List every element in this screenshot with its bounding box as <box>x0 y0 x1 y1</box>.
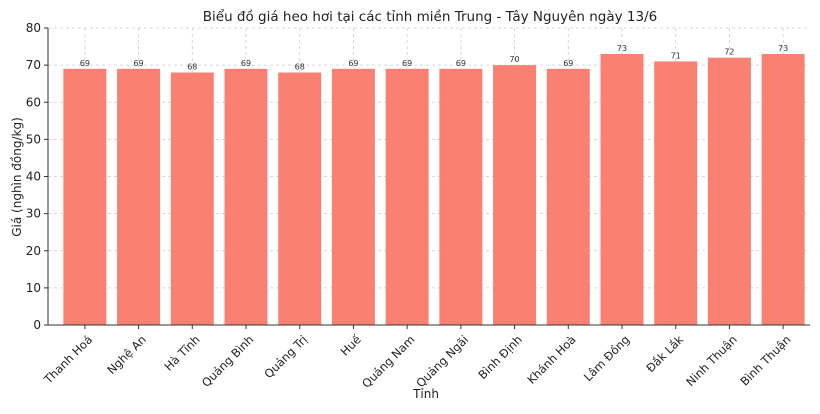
x-tick-label: Quảng Bình <box>199 332 256 389</box>
y-ticks-layer: 0 10 20 30 40 50 60 70 80 <box>26 21 48 332</box>
data-label: 69 <box>241 59 251 68</box>
data-label: 69 <box>456 59 466 68</box>
data-label: 70 <box>509 55 519 64</box>
data-label: 69 <box>133 59 143 68</box>
bar <box>600 53 644 326</box>
y-tick-label: 10 <box>26 281 41 295</box>
y-axis-label: Giá (nghìn đồng/kg) <box>10 117 24 237</box>
x-tick-label: Khánh Hoà <box>524 332 578 386</box>
x-tick-label: Hà Tĩnh <box>162 332 203 373</box>
y-tick-label: 60 <box>26 95 41 109</box>
bar <box>493 65 537 325</box>
bar <box>546 68 590 326</box>
x-tick-label: Bình Thuận <box>737 332 793 388</box>
x-tick-label: Ninh Thuận <box>683 332 740 389</box>
x-tick-label: Lâm Đồng <box>581 332 633 384</box>
x-axis-label: Tỉnh <box>412 387 439 401</box>
bar <box>707 57 751 325</box>
bar <box>439 68 483 326</box>
data-label: 72 <box>724 48 734 57</box>
x-tick-label: Bình Định <box>475 332 525 382</box>
y-tick-label: 70 <box>26 58 41 72</box>
y-tick-label: 0 <box>33 318 41 332</box>
bar <box>385 68 429 326</box>
data-label: 68 <box>295 63 305 72</box>
data-label: 69 <box>80 59 90 68</box>
data-label: 68 <box>187 63 197 72</box>
bar <box>170 72 214 325</box>
bar <box>63 68 107 326</box>
y-tick-label: 80 <box>26 21 41 35</box>
y-tick-label: 30 <box>26 207 41 221</box>
data-label: 69 <box>563 59 573 68</box>
data-label: 73 <box>617 44 627 53</box>
x-tick-label: Huế <box>338 332 365 359</box>
bar <box>278 72 322 325</box>
x-tick-label: Thanh Hoá <box>41 332 96 387</box>
x-tick-label: Đắk Lắk <box>643 332 686 375</box>
chart-title: Biểu đồ giá heo hơi tại các tỉnh miền Tr… <box>203 8 658 25</box>
data-label: 69 <box>402 59 412 68</box>
x-tick-label: Quảng Ngãi <box>413 332 471 390</box>
data-label: 69 <box>348 59 358 68</box>
x-tick-label: Quảng Nam <box>359 332 417 390</box>
data-label: 71 <box>671 51 681 60</box>
bar <box>654 61 698 325</box>
data-labels-layer: 69 69 68 69 68 69 69 69 70 69 73 71 72 73 <box>80 44 788 72</box>
x-tick-label: Quảng Trị <box>261 332 310 381</box>
bar <box>761 53 805 326</box>
y-tick-label: 20 <box>26 244 41 258</box>
bar <box>224 68 268 326</box>
bars-layer <box>63 53 805 326</box>
y-tick-label: 50 <box>26 132 41 146</box>
data-label: 73 <box>778 44 788 53</box>
bar <box>117 68 161 326</box>
bar <box>331 68 375 326</box>
x-tick-label: Nghệ An <box>104 332 149 377</box>
y-tick-label: 40 <box>26 170 41 184</box>
